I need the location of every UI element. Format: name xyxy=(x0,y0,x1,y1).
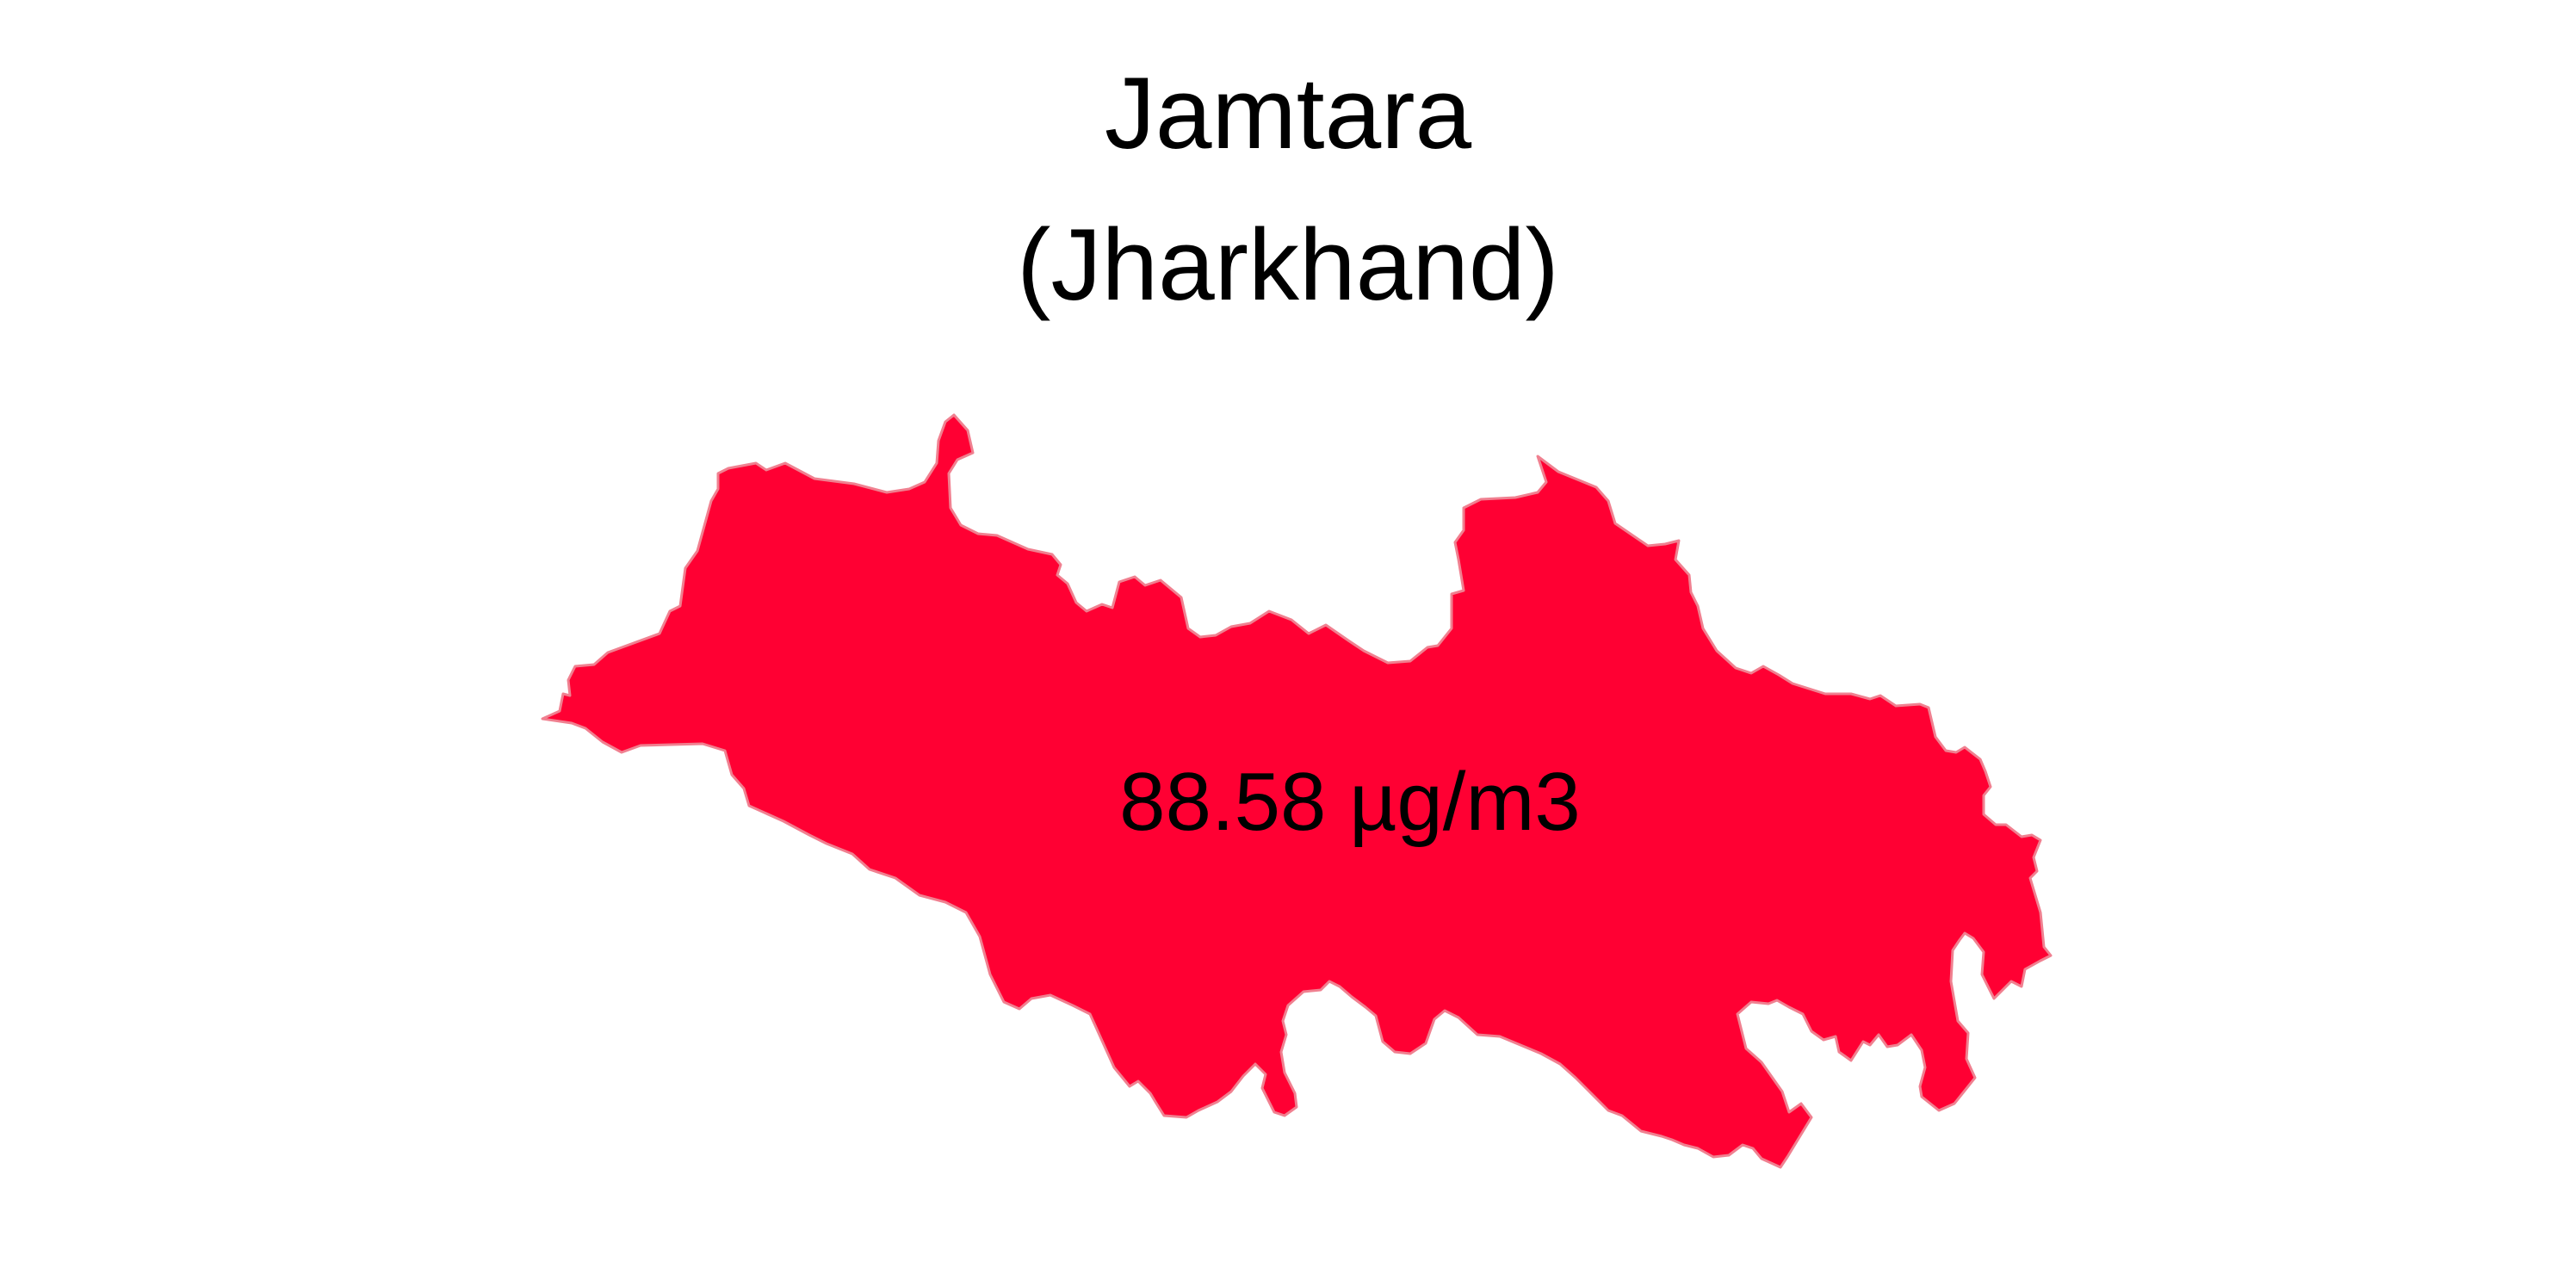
map-title: Jamtara (Jharkhand) xyxy=(0,38,2576,341)
district-name: Jamtara xyxy=(1104,57,1472,170)
state-name: (Jharkhand) xyxy=(1017,208,1559,322)
pm25-value-label: 88.58 µg/m3 xyxy=(1119,756,1581,848)
district-boundary-shape xyxy=(541,413,2053,1169)
